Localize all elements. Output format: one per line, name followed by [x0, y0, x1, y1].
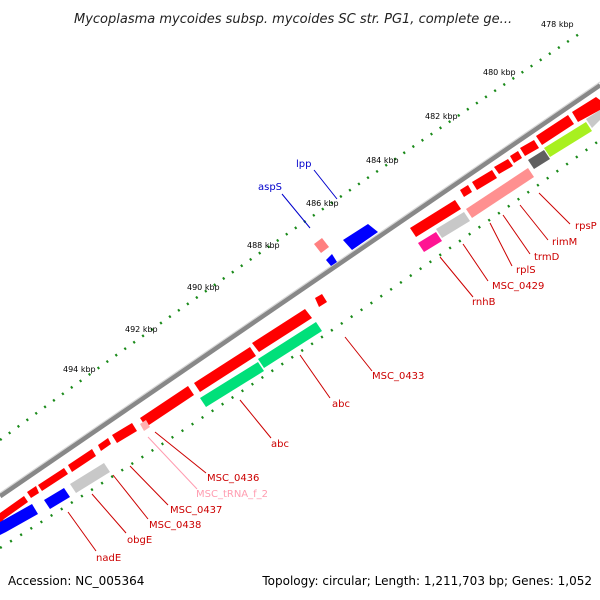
feature-arrow [200, 362, 264, 407]
feature-arrow [520, 140, 539, 156]
leader-line [147, 436, 198, 490]
feature-arrow [98, 438, 111, 451]
gene-labels: lpp aspS rpsP rimM trmD rplS MSC_0429 rn… [96, 159, 597, 564]
feature-arrow [112, 423, 137, 443]
feature-arrow [140, 420, 150, 431]
gene-label-rnhB[interactable]: rnhB [472, 297, 496, 308]
leader-line [91, 493, 127, 534]
outer-tick-ring [0, 28, 586, 442]
tick-label: 494 kbp [63, 365, 96, 374]
feature-arrow [38, 468, 68, 491]
leader-line [154, 431, 207, 474]
feature-arrow [586, 110, 600, 128]
gene-label-lpp[interactable]: lpp [296, 159, 311, 170]
leader-line [129, 465, 169, 506]
leader-line [502, 214, 531, 255]
feature-arrow [0, 496, 28, 524]
gene-label-nadE[interactable]: nadE [96, 553, 121, 564]
leader-line [299, 354, 331, 399]
feature-arrow [460, 185, 472, 197]
feature-arrow [252, 309, 312, 352]
feature-arrow [140, 386, 194, 427]
feature-arrow [472, 170, 497, 190]
gene-label-MSC_0433[interactable]: MSC_0433 [372, 371, 424, 382]
feature-arrow [68, 449, 96, 472]
leader-line [281, 193, 311, 229]
accession-text: Accession: NC_005364 [8, 574, 145, 588]
feature-arrow [494, 159, 513, 174]
leader-line [239, 399, 272, 439]
leader-line [538, 192, 571, 225]
feature-arrow [315, 294, 327, 307]
gene-label-aspS[interactable]: aspS [258, 182, 282, 193]
kbp-tick-labels: 478 kbp 480 kbp 482 kbp 484 kbp 486 kbp … [63, 20, 574, 374]
feature-arrow [0, 504, 38, 535]
feature-arrow [27, 486, 39, 498]
gene-label-abc[interactable]: abc [332, 399, 350, 410]
forward-strand-features [0, 97, 600, 524]
tick-label: 478 kbp [541, 20, 574, 29]
leader-line [112, 474, 149, 520]
gene-label-trmD[interactable]: trmD [534, 252, 560, 263]
gene-label-rimM[interactable]: rimM [552, 237, 577, 248]
gene-label-MSC_0438[interactable]: MSC_0438 [149, 520, 201, 531]
feature-arrow [326, 254, 337, 266]
tick-label: 488 kbp [247, 241, 280, 250]
gene-label-MSC_0437[interactable]: MSC_0437 [170, 505, 222, 516]
feature-arrow [258, 322, 322, 368]
backbone-highlight [0, 81, 600, 494]
feature-arrow [194, 347, 256, 392]
tick-label: 484 kbp [366, 156, 399, 165]
feature-arrow [70, 463, 110, 493]
feature-arrow [410, 200, 461, 237]
tick-label: 490 kbp [187, 283, 220, 292]
feature-arrow [544, 122, 592, 157]
feature-arrow [314, 238, 329, 253]
feature-arrow [510, 151, 522, 163]
tick-label: 480 kbp [483, 68, 516, 77]
gene-label-MSC_0429[interactable]: MSC_0429 [492, 281, 544, 292]
leader-line [313, 169, 338, 200]
tick-label: 492 kbp [125, 325, 158, 334]
gene-label-rplS[interactable]: rplS [516, 265, 536, 276]
leader-line [519, 204, 549, 241]
gene-label-MSC_tRNA_f_2[interactable]: MSC_tRNA_f_2 [196, 489, 268, 500]
feature-arrow [528, 150, 550, 169]
tick-label: 486 kbp [306, 199, 339, 208]
feature-arrow [343, 224, 378, 250]
gene-label-rpsP[interactable]: rpsP [575, 221, 597, 232]
leader-line [344, 336, 373, 372]
gene-label-abc[interactable]: abc [271, 439, 289, 450]
reverse-strand-features [0, 110, 600, 535]
genome-backbone [0, 82, 600, 499]
feature-arrow [466, 168, 534, 218]
tick-label: 482 kbp [425, 112, 458, 121]
feature-arrow [436, 212, 470, 238]
gene-label-obgE[interactable]: obgE [127, 535, 152, 546]
feature-arrow [572, 97, 600, 122]
leader-line [489, 222, 513, 267]
leader-line [67, 511, 97, 552]
gene-label-MSC_0436[interactable]: MSC_0436 [207, 473, 259, 484]
leader-line [462, 243, 489, 282]
feature-arrow [44, 488, 70, 509]
feature-arrow [418, 232, 442, 252]
feature-arrow [536, 115, 574, 145]
leader-lines [67, 169, 571, 552]
topology-text: Topology: circular; Length: 1,211,703 bp… [262, 574, 592, 588]
map-title: Mycoplasma mycoides subsp. mycoides SC s… [74, 12, 512, 27]
leader-line [439, 256, 474, 298]
